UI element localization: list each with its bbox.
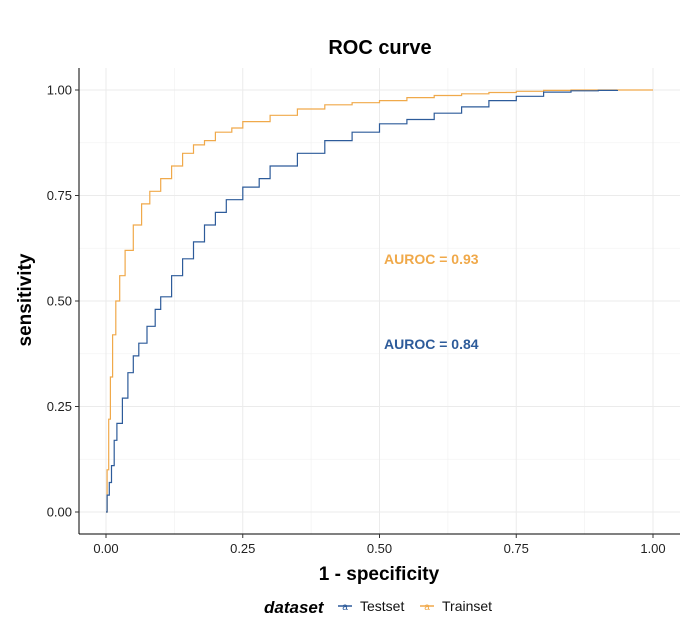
legend: dataset a Testset a Trainset <box>264 598 492 617</box>
grid <box>79 68 680 534</box>
y-axis-title: sensitivity <box>15 253 36 346</box>
x-tick-label: 0.50 <box>367 541 392 556</box>
x-tick-label: 0.00 <box>93 541 118 556</box>
x-axis-title: 1 - specificity <box>319 564 440 585</box>
x-ticks: 0.00 0.25 0.50 0.75 1.00 <box>93 534 666 556</box>
x-tick-label: 0.75 <box>504 541 529 556</box>
legend-key-glyph-trainset: a <box>424 602 430 613</box>
chart-title: ROC curve <box>328 37 431 59</box>
legend-item-testset: a Testset <box>338 598 404 614</box>
trainset-auroc-label: AUROC = 0.93 <box>384 251 479 267</box>
series-line-testset <box>106 89 618 513</box>
legend-title: dataset <box>264 598 325 617</box>
y-tick-label: 0.50 <box>47 294 72 309</box>
series-layer <box>106 89 653 513</box>
testset-auroc-label: AUROC = 0.84 <box>384 336 479 352</box>
y-ticks: 0.00 0.25 0.50 0.75 1.00 <box>47 83 79 520</box>
y-tick-label: 0.75 <box>47 188 72 203</box>
legend-item-trainset: a Trainset <box>420 598 492 614</box>
y-tick-label: 0.00 <box>47 505 72 520</box>
series-line-trainset <box>106 89 653 513</box>
legend-key-glyph-testset: a <box>342 602 348 613</box>
x-tick-label: 0.25 <box>230 541 255 556</box>
y-tick-label: 0.25 <box>47 399 72 414</box>
legend-label-testset: Testset <box>360 598 404 614</box>
x-tick-label: 1.00 <box>640 541 665 556</box>
legend-label-trainset: Trainset <box>442 598 492 614</box>
y-tick-label: 1.00 <box>47 83 72 98</box>
